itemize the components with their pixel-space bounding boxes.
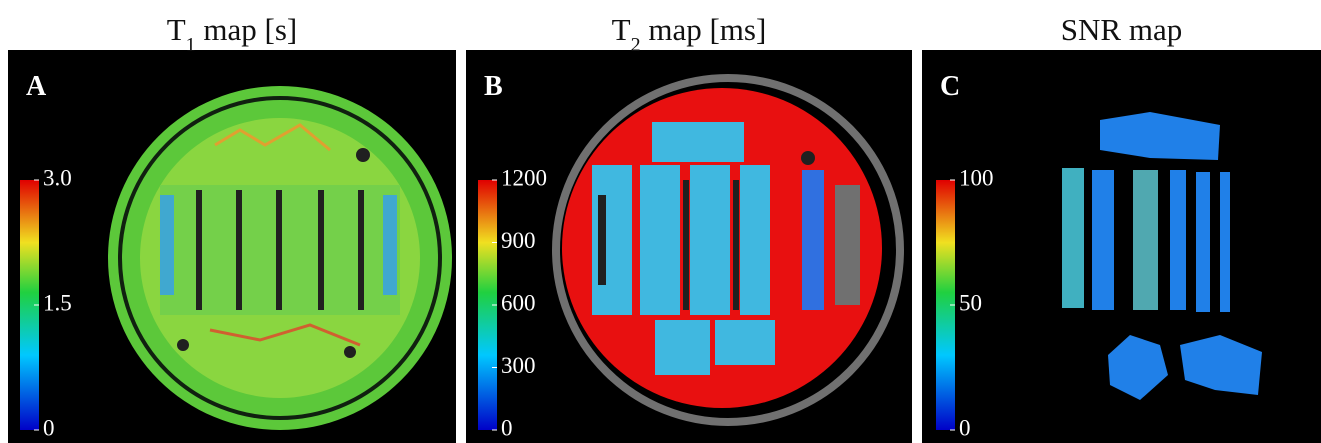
colorbar-tick-label: 1200	[501, 165, 547, 190]
panel-letter: B	[484, 71, 503, 102]
title-rest: map [ms]	[641, 12, 767, 47]
title-rest: map [s]	[196, 12, 298, 47]
panel-letter: C	[940, 71, 960, 102]
colorbar-tick-label: 3.0	[43, 165, 72, 190]
colorbar-tick-label: 300	[501, 353, 536, 378]
panel-letter: A	[26, 71, 47, 102]
colorbar-tick-label: 0	[959, 415, 971, 440]
figure: T1 map [s]A01.53.0T2 map [ms]B0300600900…	[0, 0, 1321, 443]
colorbar-tick-label: 100	[959, 165, 994, 190]
colorbar-tick-label: 1.5	[43, 290, 72, 315]
panel-title: T1 map [s]	[167, 12, 298, 56]
title-subscript: 1	[186, 34, 196, 56]
colorbar-tick-label: 50	[959, 290, 982, 315]
colorbar-tick-label: 900	[501, 228, 536, 253]
colorbar-tick-label: 600	[501, 290, 536, 315]
panel-title: T2 map [ms]	[612, 12, 767, 56]
title-main: T	[167, 12, 186, 47]
t1-map-image	[108, 86, 452, 430]
colorbar-tick-label: 0	[43, 415, 55, 440]
title-main: T	[612, 12, 631, 47]
title-main: SNR map	[1061, 12, 1182, 47]
colorbar-tick-label: 0	[501, 415, 513, 440]
t2-map-image	[556, 78, 900, 422]
panel-title: SNR map	[1061, 12, 1182, 47]
title-subscript: 2	[631, 34, 641, 56]
